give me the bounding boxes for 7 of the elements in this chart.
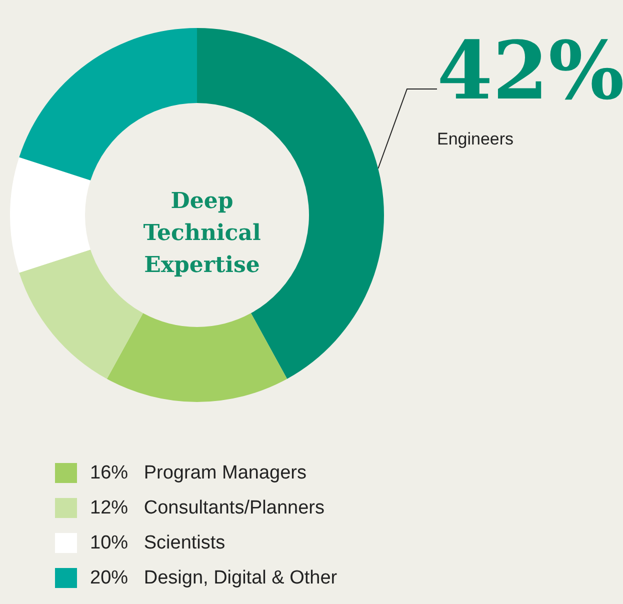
data-label: 42% bbox=[437, 24, 623, 118]
legend-label: 12% Consultants/Planners bbox=[90, 498, 324, 518]
legend-label: 20% Design, Digital & Other bbox=[90, 568, 338, 588]
slice-label: Engineers bbox=[437, 130, 514, 148]
text: Deep Technical Expertise bbox=[143, 188, 261, 278]
legend-label: 16% Program Managers bbox=[90, 462, 306, 484]
legend-label: 10% Scientists bbox=[90, 532, 226, 554]
